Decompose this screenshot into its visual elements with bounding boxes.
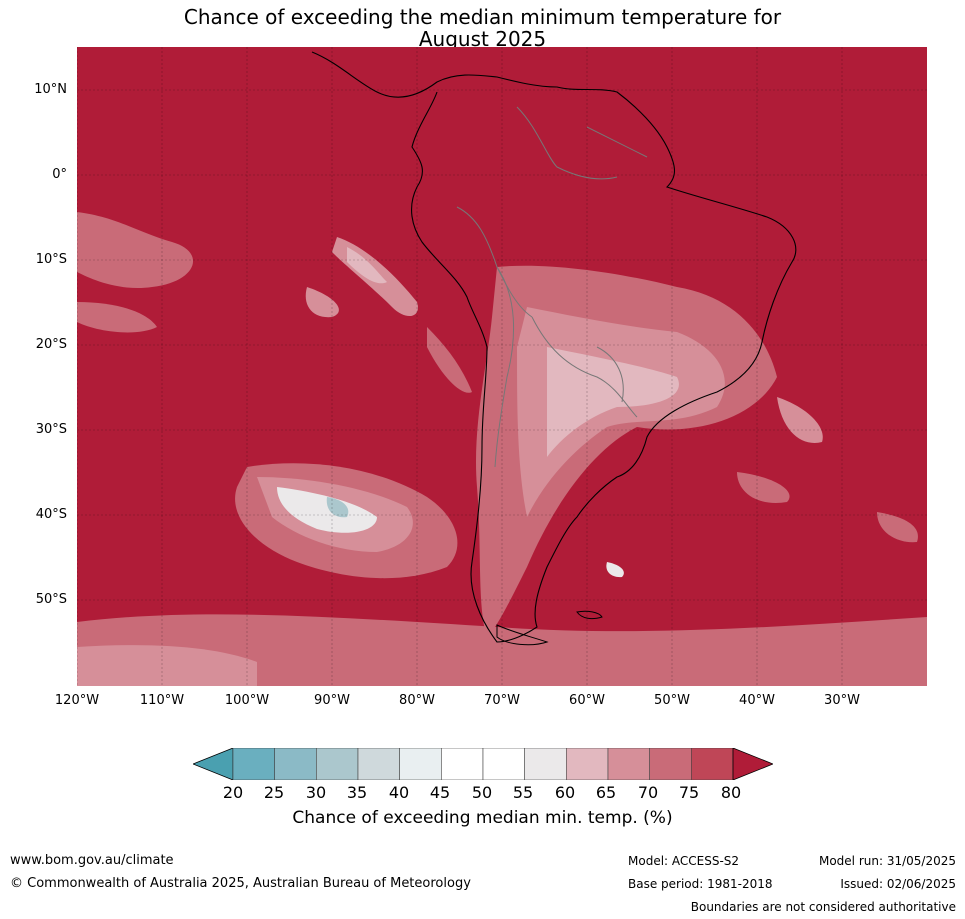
colorbar-extend-low xyxy=(193,748,234,780)
model-run-date: Model run: 31/05/2025 xyxy=(818,854,956,868)
colorbar-segment xyxy=(649,748,692,780)
website-link[interactable]: www.bom.gov.au/climate xyxy=(10,853,174,868)
colorbar-segment xyxy=(566,748,609,780)
colorbar-tick-25: 25 xyxy=(263,783,285,802)
lon-label-90w: 90°W xyxy=(314,693,350,708)
colorbar-tick-45: 45 xyxy=(429,783,451,802)
lat-label-30s: 30°S xyxy=(35,422,67,437)
colorbar-segment xyxy=(691,748,734,780)
colorbar-segment xyxy=(441,748,484,780)
lon-label-30w: 30°W xyxy=(824,693,860,708)
lon-label-50w: 50°W xyxy=(654,693,690,708)
colorbar-tick-55: 55 xyxy=(512,783,534,802)
lat-label-10n: 10°N xyxy=(34,82,67,97)
issued-date: Issued: 02/06/2025 xyxy=(840,877,956,891)
tierra-del-fuego xyxy=(496,624,549,646)
lon-label-70w: 70°W xyxy=(484,693,520,708)
country-borders xyxy=(456,106,648,468)
colorbar-extend-high xyxy=(732,748,773,780)
lat-label-50s: 50°S xyxy=(35,592,67,607)
lat-label-10s: 10°S xyxy=(35,252,67,267)
colorbar-segment xyxy=(482,748,525,780)
graticule xyxy=(77,47,927,686)
lon-label-60w: 60°W xyxy=(569,693,605,708)
map-canvas xyxy=(77,47,927,686)
colorbar-tick-65: 65 xyxy=(595,783,617,802)
lon-label-110w: 110°W xyxy=(139,693,185,708)
map-title-line-1: Chance of exceeding the median minimum t… xyxy=(183,5,782,29)
colorbar-tick-35: 35 xyxy=(346,783,368,802)
lat-label-20s: 20°S xyxy=(35,337,67,352)
colorbar-segment xyxy=(316,748,359,780)
colorbar xyxy=(193,748,773,780)
falkland-islands xyxy=(576,610,603,620)
lon-label-120w: 120°W xyxy=(54,693,100,708)
colorbar-segment xyxy=(607,748,650,780)
colorbar-tick-50: 50 xyxy=(471,783,493,802)
base-period: Base period: 1981-2018 xyxy=(628,877,773,891)
lon-label-80w: 80°W xyxy=(399,693,435,708)
lat-label-40s: 40°S xyxy=(35,507,67,522)
model-name: Model: ACCESS-S2 xyxy=(628,854,740,868)
colorbar-tick-20: 20 xyxy=(222,783,244,802)
map-title-line-2: August 2025 xyxy=(418,27,547,51)
copyright-notice: © Commonwealth of Australia 2025, Austra… xyxy=(10,876,471,891)
colorbar-segment xyxy=(399,748,442,780)
boundaries-disclaimer: Boundaries are not considered authoritat… xyxy=(690,900,956,914)
lon-label-40w: 40°W xyxy=(739,693,775,708)
colorbar-segment xyxy=(274,748,317,780)
probability-map xyxy=(77,47,927,686)
lon-label-100w: 100°W xyxy=(224,693,270,708)
colorbar-tick-30: 30 xyxy=(305,783,327,802)
colorbar-segment xyxy=(232,748,275,780)
colorbar-tick-40: 40 xyxy=(388,783,410,802)
colorbar-tick-80: 80 xyxy=(720,783,742,802)
colorbar-tick-70: 70 xyxy=(637,783,659,802)
colorbar-tick-60: 60 xyxy=(554,783,576,802)
south-america-coastline xyxy=(311,51,797,643)
colorbar-segment xyxy=(524,748,567,780)
colorbar-tick-75: 75 xyxy=(678,783,700,802)
colorbar-label: Chance of exceeding median min. temp. (%… xyxy=(292,808,673,828)
colorbar-segment xyxy=(357,748,400,780)
lat-label-0: 0° xyxy=(52,167,67,182)
probability-shading xyxy=(77,212,927,686)
